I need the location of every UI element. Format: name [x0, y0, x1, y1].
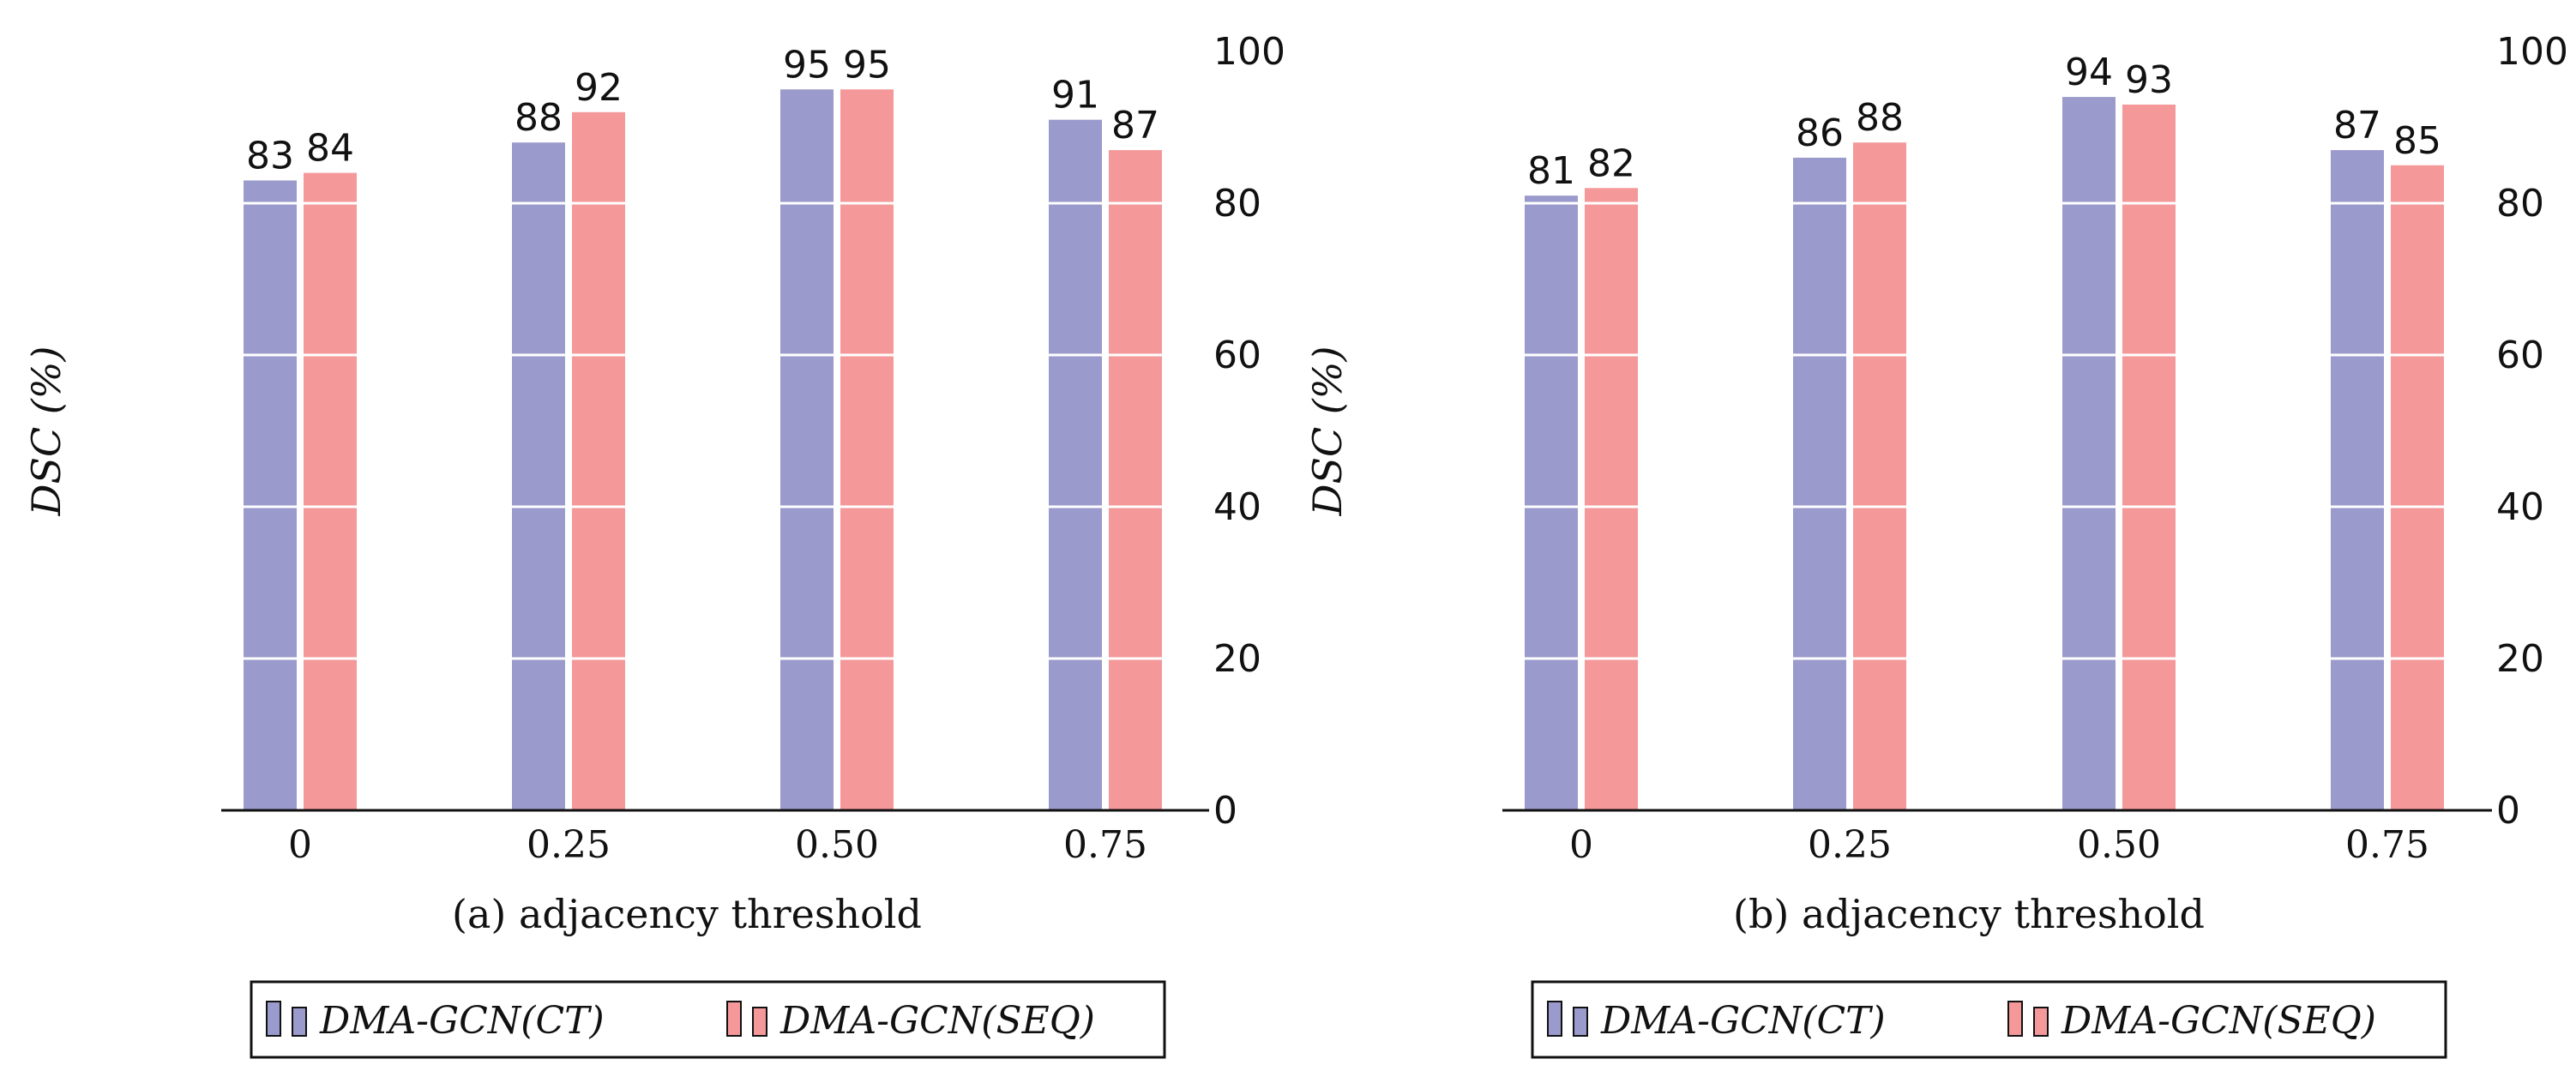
legend-entry-dma-gcn-seq: DMA-GCN(SEQ) — [2007, 999, 2376, 1043]
bar-dma-gcn-ct-0.75 — [1049, 119, 1102, 810]
x-axis-title: (a) adjacency threshold — [452, 891, 922, 937]
bar-dma-gcn-ct-0.50 — [2062, 97, 2116, 811]
data-label: 81 — [1527, 149, 1575, 193]
data-label: 86 — [1796, 111, 1844, 155]
data-label: 91 — [1051, 74, 1099, 117]
y-tick-label: 0 — [1213, 789, 1237, 833]
bar-dma-gcn-seq-0.25 — [572, 111, 625, 811]
legend-entry-dma-gcn-seq: DMA-GCN(SEQ) — [726, 999, 1095, 1043]
legend: DMA-GCN(CT) DMA-GCN(SEQ) — [250, 980, 1166, 1059]
chart-panel-a: 83 88 95 91 84 92 95 87 0 20 40 60 80 100 0 0.25 0.50 0.7… — [23, 30, 1285, 1059]
legend: DMA-GCN(CT) DMA-GCN(SEQ) — [1531, 980, 2447, 1059]
bar-dma-gcn-ct-0.50 — [780, 89, 834, 810]
x-tick-label: 0.25 — [527, 823, 611, 867]
legend-swatch — [266, 1001, 281, 1037]
y-tick-label: 100 — [2496, 30, 2568, 74]
legend-label: DMA-GCN(CT) — [319, 999, 605, 1043]
data-label: 93 — [2125, 58, 2173, 102]
data-label: 85 — [2393, 119, 2441, 163]
bar-dma-gcn-ct-0.25 — [1793, 157, 1846, 810]
x-axis-title: (b) adjacency threshold — [1733, 891, 2205, 937]
y-tick-label: 80 — [1213, 182, 1261, 226]
chart-panel-b: 81 86 94 87 82 88 93 85 0 20 40 60 80 100 0 0.25 0.50 0.7… — [1304, 30, 2568, 1059]
legend-swatch — [1547, 1001, 1562, 1037]
y-tick-label: 60 — [2496, 334, 2544, 377]
y-tick-label: 100 — [1213, 30, 1285, 74]
legend-entry-dma-gcn-ct: DMA-GCN(CT) — [266, 999, 605, 1043]
legend-box — [250, 980, 1166, 1059]
data-label: 87 — [1111, 104, 1159, 147]
bar-dma-gcn-seq-0.50 — [840, 89, 894, 810]
x-tick-label: 0.75 — [2345, 823, 2429, 867]
bar-dma-gcn-ct-0 — [244, 180, 297, 810]
bar-dma-gcn-seq-0 — [304, 172, 357, 811]
x-tick-label: 0.25 — [1808, 823, 1892, 867]
data-label: 92 — [575, 66, 623, 110]
x-tick-label: 0.50 — [795, 823, 879, 867]
x-tick-label: 0.50 — [2077, 823, 2161, 867]
legend-label: DMA-GCN(CT) — [1600, 999, 1886, 1043]
legend-box — [1531, 980, 2447, 1059]
y-tick-label: 40 — [2496, 485, 2544, 529]
y-tick-label: 0 — [2496, 789, 2520, 833]
data-label: 82 — [1587, 141, 1635, 185]
y-axis-title: DSC (%) — [1304, 346, 1351, 517]
data-label: 95 — [843, 43, 891, 87]
bar-dma-gcn-ct-0.25 — [512, 142, 565, 810]
bar-dma-gcn-seq-0 — [1585, 188, 1638, 811]
legend-swatch — [1573, 1007, 1588, 1037]
x-tick-label: 0 — [288, 823, 312, 867]
bar-dma-gcn-ct-0 — [1525, 196, 1578, 810]
bar-dma-gcn-seq-0.75 — [2391, 165, 2444, 810]
legend-swatch — [2007, 1001, 2023, 1037]
legend-swatch — [2033, 1007, 2049, 1037]
x-tick-label: 0 — [1569, 823, 1593, 867]
bar-dma-gcn-seq-0.25 — [1853, 142, 1906, 810]
bar-dma-gcn-ct-0.75 — [2331, 150, 2384, 811]
y-tick-label: 40 — [1213, 485, 1261, 529]
data-label: 84 — [306, 127, 354, 171]
data-label: 88 — [1856, 96, 1904, 140]
legend-label: DMA-GCN(SEQ) — [779, 999, 1095, 1043]
legend-entry-dma-gcn-ct: DMA-GCN(CT) — [1547, 999, 1886, 1043]
bar-dma-gcn-seq-0.50 — [2122, 104, 2176, 810]
legend-swatch — [292, 1007, 307, 1037]
y-tick-label: 20 — [2496, 637, 2544, 681]
data-label: 87 — [2333, 104, 2381, 147]
bar-dma-gcn-seq-0.75 — [1109, 150, 1162, 811]
data-label: 88 — [515, 96, 563, 140]
y-tick-label: 20 — [1213, 637, 1261, 681]
data-label: 83 — [246, 134, 294, 177]
legend-swatch — [726, 1001, 742, 1037]
y-tick-label: 80 — [2496, 182, 2544, 226]
y-axis-title: DSC (%) — [23, 346, 69, 517]
legend-label: DMA-GCN(SEQ) — [2061, 999, 2376, 1043]
data-label: 95 — [783, 43, 831, 87]
legend-swatch — [752, 1007, 767, 1037]
y-tick-label: 60 — [1213, 334, 1261, 377]
data-label: 94 — [2065, 51, 2113, 94]
x-tick-label: 0.75 — [1063, 823, 1147, 867]
